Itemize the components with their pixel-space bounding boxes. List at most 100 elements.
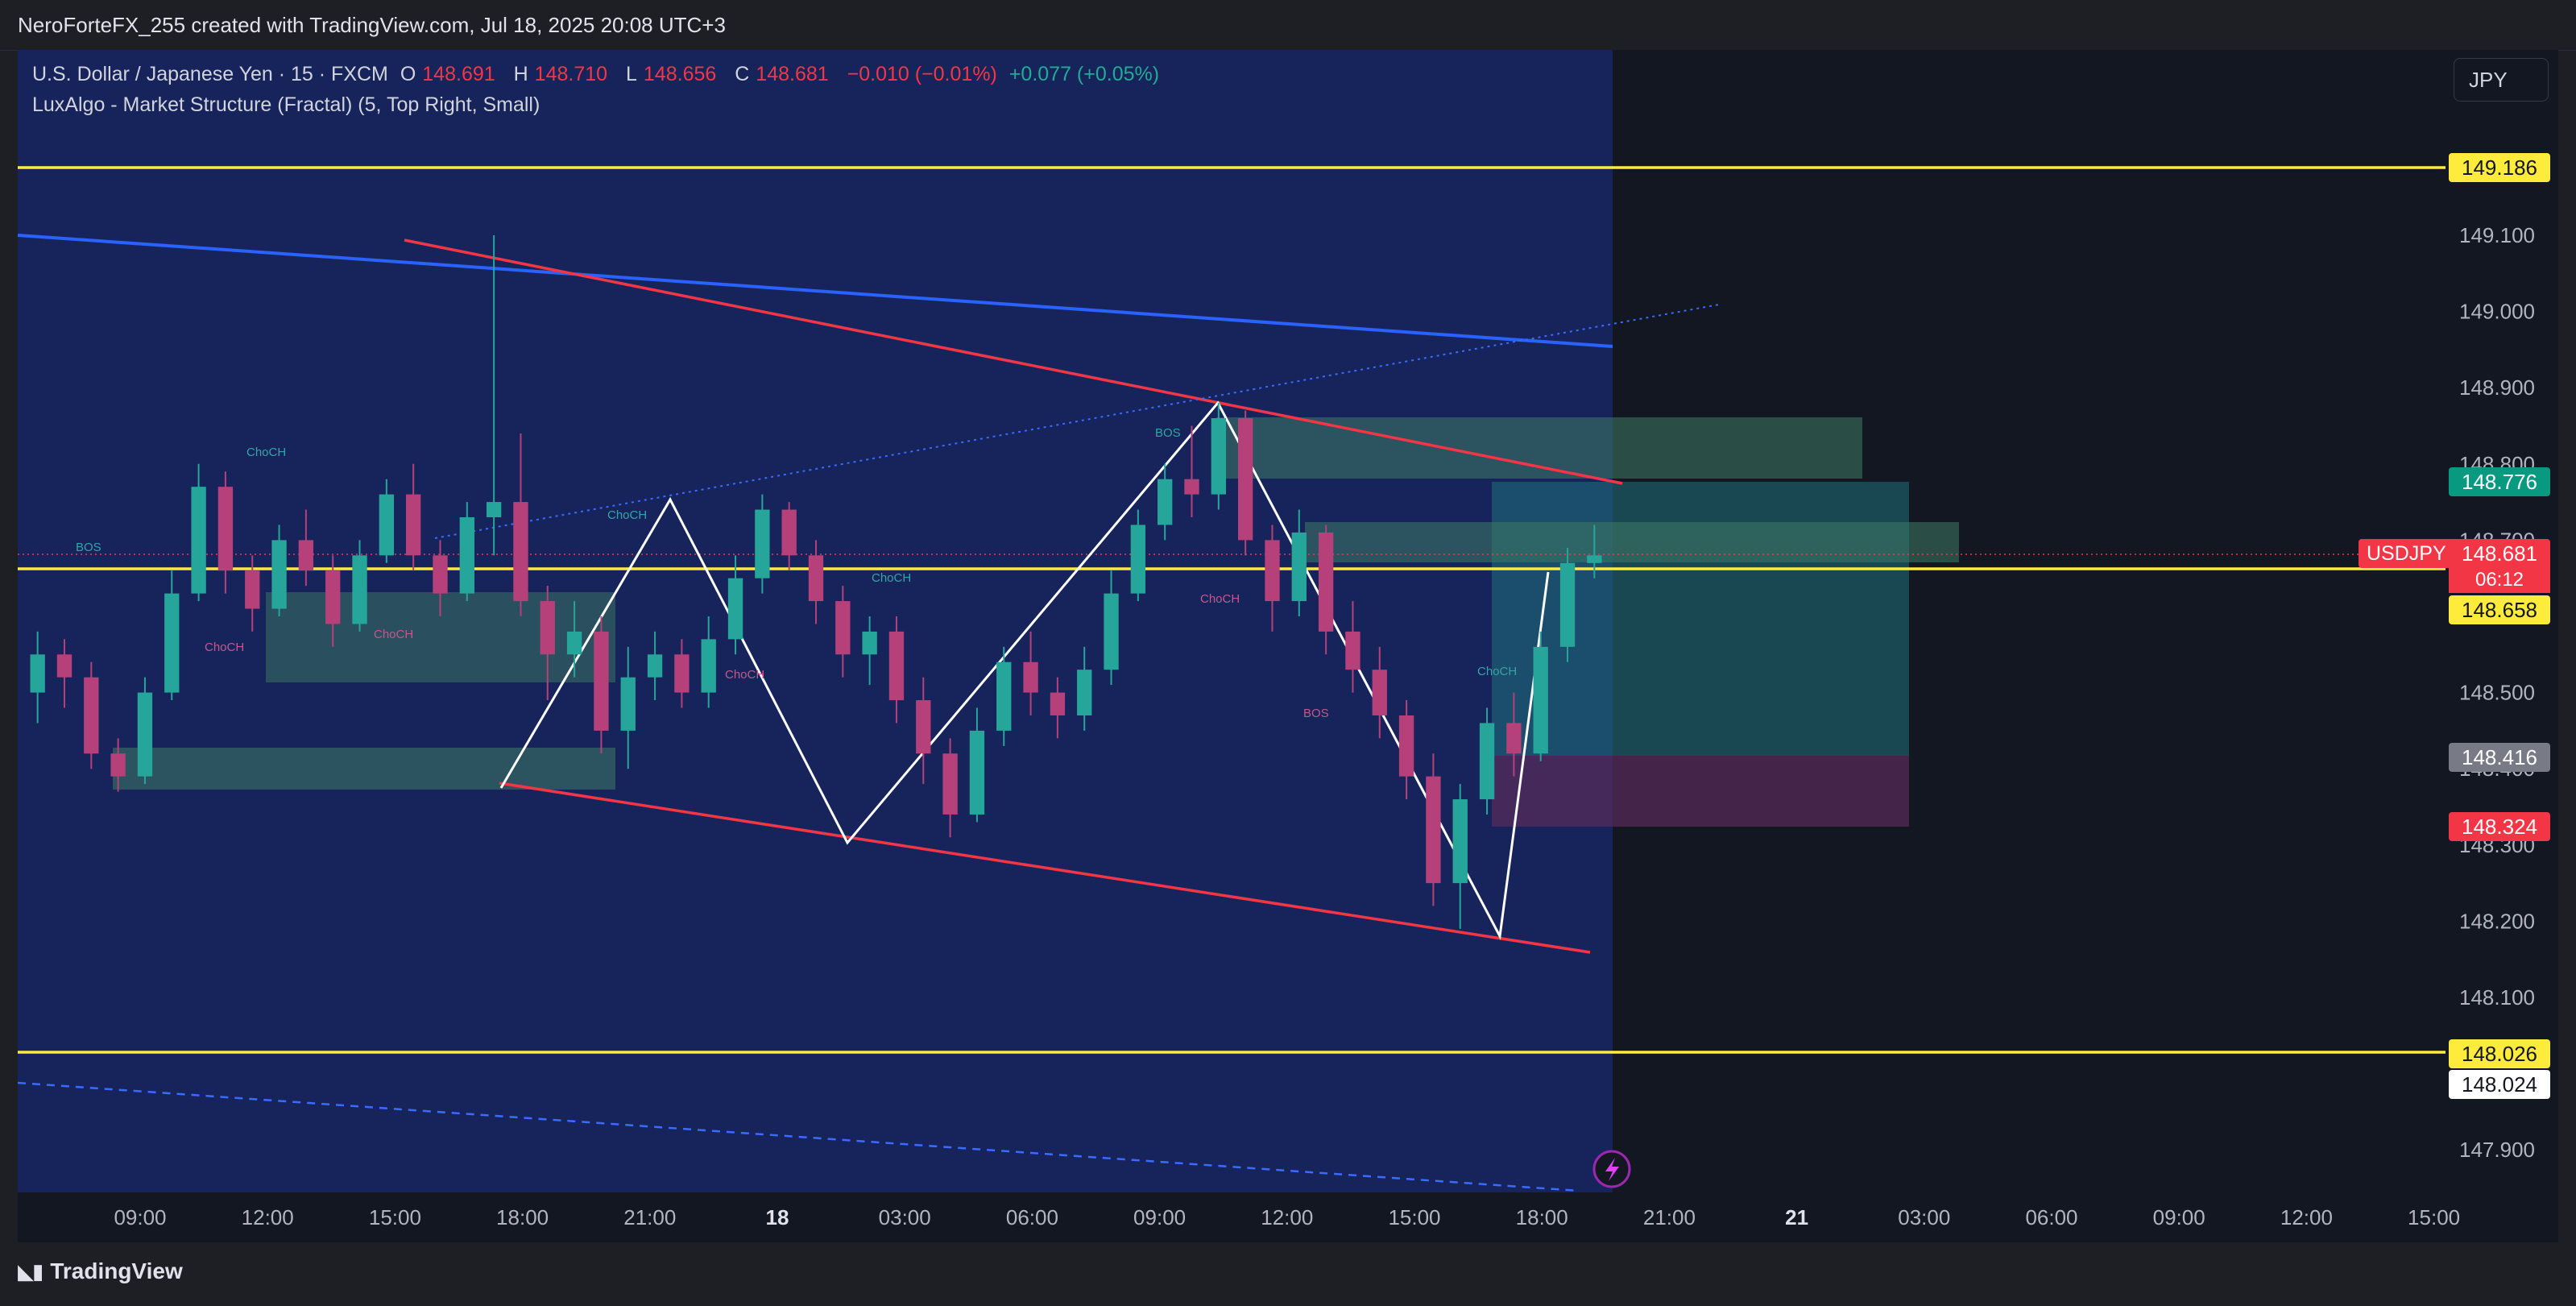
candle-body [486, 502, 502, 518]
candle-body [271, 540, 287, 609]
descending-blue-trendline [17, 234, 1613, 348]
price-badge-stop: 148.324 [2449, 812, 2550, 841]
bottom-bar [0, 1242, 2576, 1306]
time-tick-label: 18 [766, 1205, 789, 1229]
price-badge-bottom-2: 148.024 [2449, 1070, 2550, 1099]
indicator-legend[interactable]: LuxAlgo - Market Structure (Fractal) (5,… [32, 93, 540, 116]
candle-body [1426, 776, 1441, 884]
candle-body [781, 509, 797, 556]
candle-body [540, 601, 555, 655]
candle-body [459, 517, 474, 594]
upper-red-channel-line [404, 238, 1623, 485]
candle-body [566, 631, 582, 655]
candle-body [191, 487, 206, 594]
time-tick-label: 03:00 [1898, 1205, 1950, 1229]
candle-body [1559, 562, 1576, 647]
time-tick-label: 15:00 [369, 1205, 421, 1229]
candle-body [808, 555, 824, 602]
candle-body [727, 578, 743, 640]
open-label: O [400, 63, 416, 85]
dotted-rising-line [434, 304, 1720, 539]
candle-body [164, 593, 180, 693]
time-tick-label: 21:00 [1643, 1205, 1696, 1229]
label-bos: BOS [1155, 426, 1181, 440]
price-tick-label: 148.200 [2459, 909, 2535, 933]
candle-body [1318, 532, 1334, 632]
candle-body [513, 502, 528, 602]
price-badge-last: 148.681 [2449, 539, 2550, 568]
candle-body [1050, 692, 1066, 715]
tradingview-logo-icon: ◣▮ [18, 1258, 43, 1283]
candle-body [835, 601, 851, 655]
candle-body [325, 570, 341, 624]
candle-body [84, 677, 99, 754]
structure-labels: BOS ChoCH ChoCH ChoCH ChoCH ChoCH ChoCH … [76, 426, 1517, 720]
label-choch: ChoCH [205, 641, 244, 654]
price-axis: 149.100149.000148.900148.800148.700148.5… [2459, 223, 2535, 1162]
ohlc-legend: U.S. Dollar / Japanese Yen · 15 · FXCM O… [32, 63, 1166, 86]
label-bos: BOS [76, 541, 101, 554]
candle-body [1211, 418, 1226, 495]
close-value: 148.681 [756, 63, 829, 85]
candle-body [916, 700, 931, 754]
demand-zone-bottom [113, 748, 615, 790]
stop-zone [1492, 756, 1909, 827]
change-value: −0.010 (−0.01%) [847, 63, 997, 85]
candle-body [1023, 661, 1038, 693]
time-tick-label: 06:00 [2025, 1205, 2077, 1229]
time-tick-label: 21 [1785, 1205, 1808, 1229]
candle-body [1587, 555, 1602, 563]
symbol-badge: USDJPY [2359, 539, 2454, 568]
candle-body [620, 677, 636, 731]
candle-body [30, 654, 45, 693]
candle-body [1104, 593, 1119, 670]
time-tick-label: 15:00 [1388, 1205, 1440, 1229]
currency-button[interactable]: JPY [2454, 58, 2549, 102]
label-choch: ChoCH [725, 668, 764, 682]
candle-body [1237, 418, 1253, 541]
price-tick-label: 149.100 [2459, 223, 2535, 247]
tradingview-logo[interactable]: ◣▮ TradingView [18, 1258, 183, 1284]
candle-body [137, 692, 153, 777]
candle-body [56, 654, 72, 678]
label-choch: ChoCH [1477, 665, 1517, 678]
candle-body [1184, 479, 1199, 495]
candle-body [433, 555, 448, 594]
candles-group [30, 235, 1602, 929]
time-tick-label: 06:00 [1006, 1205, 1058, 1229]
time-tick-label: 09:00 [114, 1205, 166, 1229]
time-tick-label: 15:00 [2408, 1205, 2460, 1229]
price-tick-label: 147.900 [2459, 1138, 2535, 1162]
symbol-description[interactable]: U.S. Dollar / Japanese Yen · 15 · FXCM [32, 63, 388, 85]
price-badge-mid: 148.658 [2449, 595, 2550, 624]
watermark-text: TradingView [50, 1258, 183, 1283]
time-tick-label: 21:00 [623, 1205, 676, 1229]
low-value: 148.656 [643, 63, 717, 85]
bar-countdown: 06:12 [2449, 567, 2550, 593]
label-choch: ChoCH [872, 571, 911, 585]
high-label: H [513, 63, 528, 85]
candle-body [1479, 723, 1495, 800]
time-tick-label: 12:00 [242, 1205, 294, 1229]
price-badge-top: 149.186 [2449, 153, 2550, 182]
candle-body [1452, 799, 1468, 884]
label-choch: ChoCH [374, 628, 413, 641]
time-tick-label: 03:00 [879, 1205, 931, 1229]
label-choch: ChoCH [1200, 592, 1240, 606]
price-badge-tp: 148.776 [2449, 467, 2550, 496]
candle-body [1158, 479, 1173, 525]
candle-body [1265, 540, 1280, 602]
candle-body [862, 631, 877, 655]
time-tick-label: 09:00 [1133, 1205, 1186, 1229]
time-tick-label: 12:00 [2280, 1205, 2333, 1229]
candle-body [379, 494, 395, 556]
candle-body [352, 555, 367, 624]
candle-body [1398, 715, 1414, 777]
candle-body [701, 639, 716, 693]
change-value-2: +0.077 (+0.05%) [1008, 63, 1160, 85]
candle-body [1533, 646, 1548, 754]
close-label: C [735, 63, 750, 85]
replay-bolt-icon [1592, 1150, 1631, 1188]
high-value: 148.710 [534, 63, 608, 85]
